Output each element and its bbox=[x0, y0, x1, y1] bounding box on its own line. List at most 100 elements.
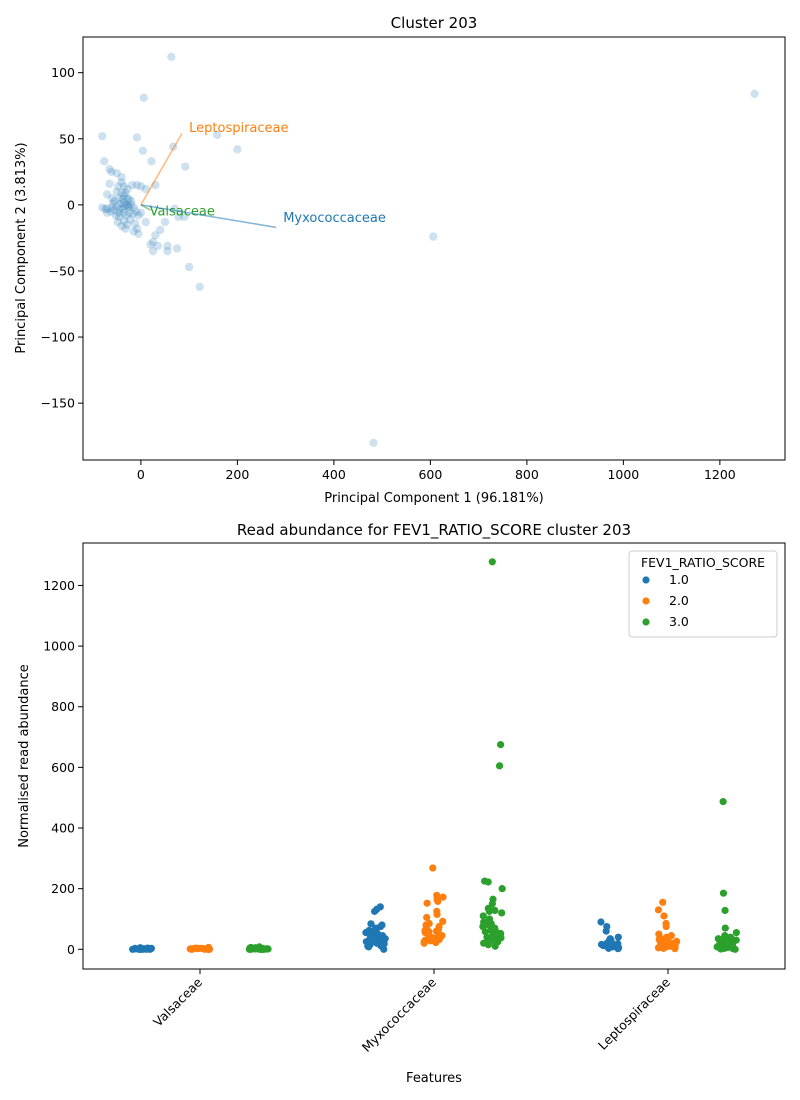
pca-point bbox=[118, 195, 127, 204]
pca-point bbox=[127, 200, 136, 210]
pca-point bbox=[181, 162, 190, 171]
pca-y-tick-label: −150 bbox=[41, 396, 75, 411]
pca-points bbox=[98, 52, 759, 448]
pca-y-tick-label: 0 bbox=[67, 197, 75, 212]
strip-point-2-0 bbox=[434, 897, 442, 905]
strip-point-2-0 bbox=[660, 912, 668, 920]
pca-point bbox=[750, 89, 759, 99]
strip-point-1-0 bbox=[367, 920, 375, 928]
strip-point-3-0 bbox=[732, 929, 740, 937]
pca-point bbox=[116, 199, 125, 208]
pca-point bbox=[119, 191, 129, 200]
legend-box bbox=[628, 550, 778, 638]
pca-point bbox=[163, 241, 172, 251]
pca-point bbox=[123, 194, 132, 203]
strip-point-3-0 bbox=[491, 942, 499, 950]
pca-point bbox=[125, 208, 134, 218]
pca-point bbox=[128, 209, 138, 219]
strip-x-ticks: Valsaceae Myxococcaceae Leptospiraceae bbox=[150, 969, 673, 1055]
pca-point bbox=[119, 216, 129, 225]
loading-arrow-leptospiraceae bbox=[140, 133, 183, 206]
legend-label-3-0: 3.0 bbox=[669, 614, 689, 629]
pca-point bbox=[117, 172, 126, 182]
strip-point-2-0 bbox=[659, 898, 667, 906]
pca-x-tick-label: 400 bbox=[322, 467, 346, 482]
pca-point bbox=[114, 208, 124, 218]
strip-point-3-0 bbox=[245, 945, 253, 953]
pca-point bbox=[233, 145, 242, 154]
strip-y-axis-label: Normalised read abundance bbox=[17, 664, 32, 848]
strip-point-3-0 bbox=[498, 885, 506, 893]
strip-point-3-0 bbox=[479, 912, 487, 920]
strip-point-1-0 bbox=[614, 933, 622, 941]
strip-y-tick-label: 200 bbox=[51, 881, 75, 896]
pca-scatter-chart: Cluster 203 LeptospiraceaeValsaceaeMyxoc… bbox=[14, 14, 786, 506]
strip-point-3-0 bbox=[496, 741, 505, 749]
strip-point-3-0 bbox=[484, 878, 492, 886]
legend-marker-1-0 bbox=[642, 576, 650, 584]
pca-point bbox=[120, 202, 129, 211]
pca-point bbox=[136, 182, 146, 191]
strip-point-3-0 bbox=[719, 889, 728, 897]
strip-point-2-0 bbox=[429, 864, 437, 872]
strip-point-3-0 bbox=[495, 762, 504, 770]
strip-y-tick-label: 600 bbox=[51, 760, 75, 775]
pca-point bbox=[126, 215, 135, 224]
pca-point bbox=[115, 204, 124, 214]
pca-x-axis-label: Principal Component 1 (96.181%) bbox=[324, 491, 544, 506]
strip-point-3-0 bbox=[719, 798, 727, 806]
pca-point bbox=[112, 168, 121, 178]
strip-point-2-0 bbox=[433, 910, 441, 919]
pca-point bbox=[148, 237, 158, 247]
legend: FEV1_RATIO_SCORE 1.0 2.0 3.0 bbox=[628, 550, 778, 638]
pca-point bbox=[114, 212, 124, 221]
pca-point bbox=[129, 203, 138, 212]
pca-point bbox=[122, 200, 131, 210]
pca-point bbox=[107, 194, 117, 203]
pca-x-tick-label: 1200 bbox=[704, 467, 736, 482]
pca-point bbox=[155, 225, 165, 235]
pca-point bbox=[98, 203, 107, 212]
pca-point bbox=[119, 208, 128, 218]
pca-point bbox=[123, 184, 132, 194]
pca-point bbox=[117, 188, 126, 198]
legend-items: 1.0 2.0 3.0 bbox=[642, 572, 689, 629]
strip-point-3-0 bbox=[729, 945, 737, 953]
strip-y-tick-label: 400 bbox=[51, 821, 75, 836]
strip-point-1-0 bbox=[597, 918, 605, 926]
pca-loadings: LeptospiraceaeValsaceaeMyxococcaceae bbox=[140, 121, 386, 229]
pca-point bbox=[147, 157, 156, 166]
pca-point bbox=[110, 205, 119, 215]
pca-point bbox=[122, 211, 131, 220]
pca-point bbox=[131, 207, 141, 216]
pca-point bbox=[112, 202, 121, 211]
strip-x-tick-label: Valsaceae bbox=[150, 974, 205, 1029]
pca-point bbox=[132, 133, 142, 142]
pca-point bbox=[151, 231, 160, 240]
strip-point-1-0 bbox=[380, 945, 388, 953]
strip-chart-title: Read abundance for FEV1_RATIO_SCORE clus… bbox=[237, 521, 631, 540]
pca-point bbox=[129, 227, 138, 236]
pca-point bbox=[119, 182, 129, 191]
strip-point-2-0 bbox=[660, 940, 668, 949]
legend-label-2-0: 2.0 bbox=[669, 593, 689, 608]
pca-y-tick-label: −50 bbox=[49, 263, 75, 278]
pca-point bbox=[102, 204, 112, 214]
pca-point bbox=[184, 262, 194, 272]
pca-point bbox=[141, 184, 150, 194]
pca-point bbox=[136, 208, 146, 218]
pca-chart-title: Cluster 203 bbox=[391, 14, 478, 32]
strip-point-1-0 bbox=[605, 944, 613, 952]
pca-point bbox=[174, 212, 183, 221]
pca-point bbox=[163, 246, 172, 256]
pca-point bbox=[102, 208, 112, 218]
strip-point-1-0 bbox=[602, 927, 610, 935]
strip-x-tick-label: Myxococcaceae bbox=[359, 974, 440, 1055]
pca-point bbox=[105, 179, 114, 188]
pca-point bbox=[139, 93, 148, 103]
pca-point bbox=[195, 282, 204, 292]
strip-y-tick-label: 1200 bbox=[43, 578, 75, 593]
pca-point bbox=[132, 224, 142, 233]
strip-point-1-0 bbox=[364, 942, 372, 950]
